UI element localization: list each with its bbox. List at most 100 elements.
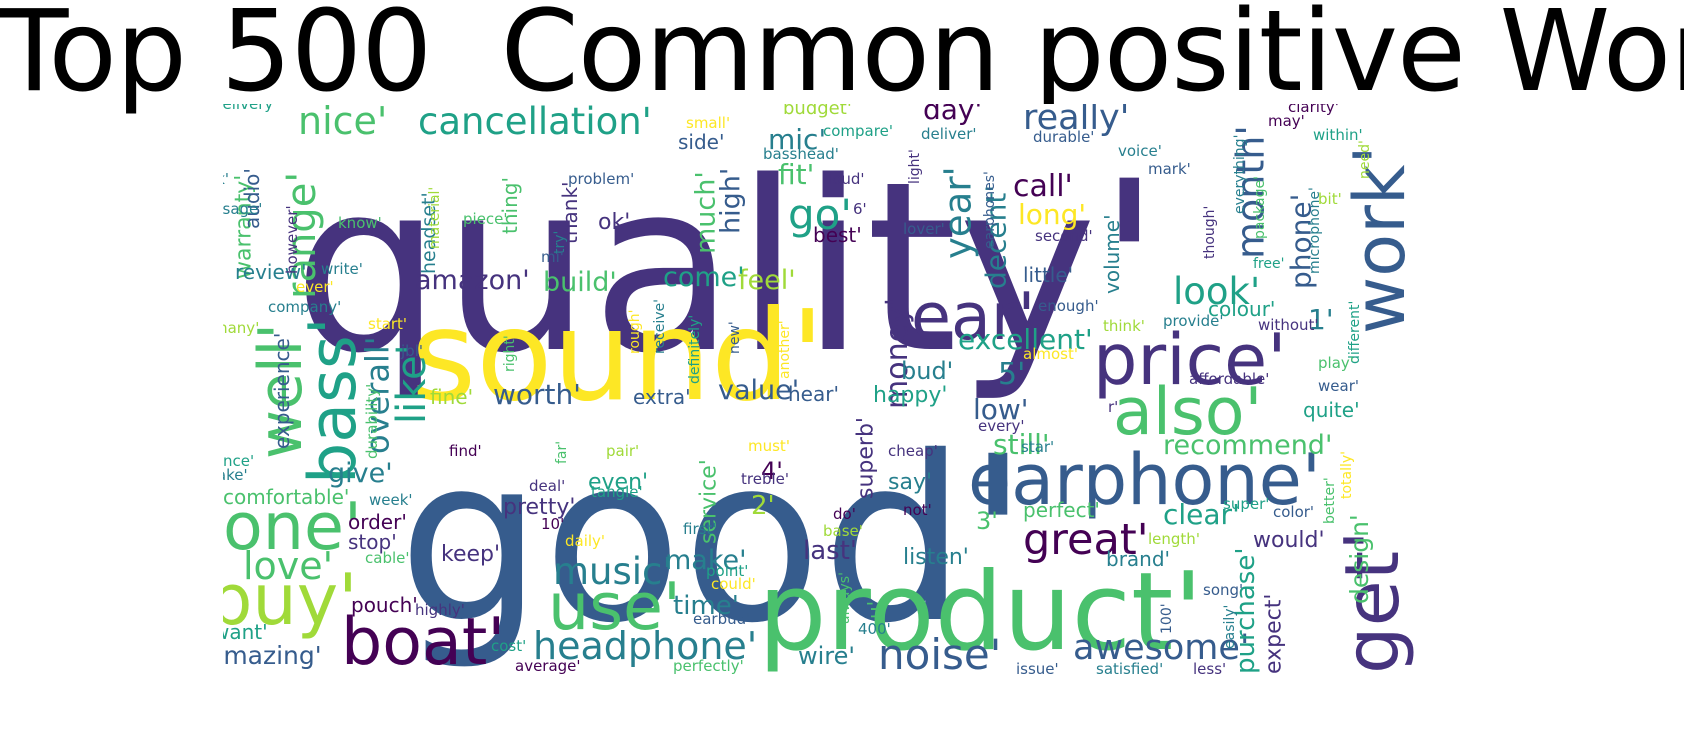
word-comfortable: comfortable' [223,485,349,509]
word-buy: buy' [223,559,357,641]
word-average: average' [515,657,581,675]
word-must: must' [748,437,790,455]
word-phone: phone' [1284,194,1317,289]
word-jbl: jbl' [400,342,423,360]
word-earbud: earbud' [693,610,750,628]
word-6: 6' [853,200,867,218]
word-durability: durability' [363,384,381,459]
word-almost: almost' [1023,345,1078,363]
word-loud: loud' [828,170,865,188]
word-month: month' [1228,125,1272,259]
word-free: free' [1253,256,1284,272]
word-package: package' [1252,176,1268,239]
word-nice: nice' [298,104,387,143]
word-u: u' [863,601,887,619]
word-usage: usage' [223,200,262,218]
word-good: good' [398,407,1029,673]
word-boat: boat' [341,605,505,680]
word-week: week' [369,491,413,509]
word-point: point' [706,562,748,580]
word-ok: ok' [598,210,630,235]
word-different: different' [1347,301,1363,364]
word-money: money' [880,298,915,409]
word-receive: receive' [652,299,668,354]
word-excellent: excellent' [958,323,1093,356]
word-still: still' [993,428,1050,461]
word-start: start' [368,315,407,333]
word-volume: volume' [1100,214,1124,294]
word-many: many' [223,319,259,337]
word-totally: totally' [1339,451,1355,499]
word-day: day' [923,104,982,126]
word-length: length' [1148,530,1200,548]
word-pink: pink' [223,170,229,188]
word-audio: audio' [240,168,264,229]
word-piece: piece' [463,210,508,228]
word-value: value' [718,375,799,406]
word-really: really' [1023,104,1129,138]
word-quality: quality' [293,132,1162,405]
word-enough: enough' [1038,297,1099,315]
word-go: go' [788,190,852,239]
word-4: 4' [761,457,783,485]
word-try: try' [552,231,568,254]
word-deliver: deliver' [921,125,976,143]
word-since: since' [223,452,254,470]
word-clarity: clarity' [1288,104,1339,116]
word-service: service' [697,459,722,544]
word-mi: mi' [541,248,564,266]
word-bit: bit' [1318,190,1342,208]
word-durable: durable' [1033,128,1094,146]
word-material: material' [427,187,443,249]
word-small: small' [686,114,730,132]
word-quite: quite' [1303,398,1360,422]
word-treble: treble' [741,470,789,488]
word-delivery: delivery' [223,104,277,113]
word-highly: highly' [415,601,465,619]
word-without: without' [1258,316,1319,334]
word-noise: noise' [878,630,1001,679]
word-light: light' [907,149,923,184]
word-well: well' [246,323,316,459]
word-mic: mic' [768,123,826,156]
word-perfectly: perfectly' [673,657,744,675]
word-get: get' [1328,530,1416,674]
word-tangle: tangle' [591,483,643,501]
word-however: however' [283,205,301,274]
word-cloud-canvas: quality'good'sound' product' earphone' pric… [223,104,1421,680]
word-design: design' [1345,514,1374,604]
word-3: 3' [976,507,998,535]
word-microphone: microphone' [1307,187,1323,274]
word-though: though' [1202,206,1218,259]
word-side: side' [678,130,724,154]
word-recommend: recommend' [1163,430,1332,461]
word-take: take' [223,466,248,484]
word-need: need' [1357,140,1373,179]
word-10: 10' [541,515,564,533]
word-r: r' [1108,398,1118,416]
word-base: base' [823,522,863,540]
word-awesome: awesome' [1073,628,1250,668]
word-year: year' [937,166,980,259]
word-problem: problem' [568,170,634,188]
word-warranty: warranty' [232,175,257,279]
word-1: 1' [1308,303,1334,336]
word-little: little' [1023,263,1073,287]
word-pretty: pretty' [503,495,575,520]
word-expect: expect' [1262,594,1287,674]
word-thank: thank' [558,181,582,244]
word-voice: voice' [1118,142,1162,160]
word-basshead: basshead' [763,145,839,163]
word-extra: extra' [633,385,691,409]
word-high: high' [716,168,747,234]
word-far: far' [554,441,570,464]
word-hear: hear' [788,382,839,406]
word-cable: cable' [365,549,409,567]
word-do: do' [833,505,856,523]
word-product: product' [758,550,1203,675]
word-give: give' [328,458,393,489]
word-thing: thing' [498,177,522,234]
word-daily: daily' [565,532,605,550]
word-find: find' [449,442,482,460]
word-great: great' [1023,515,1149,565]
